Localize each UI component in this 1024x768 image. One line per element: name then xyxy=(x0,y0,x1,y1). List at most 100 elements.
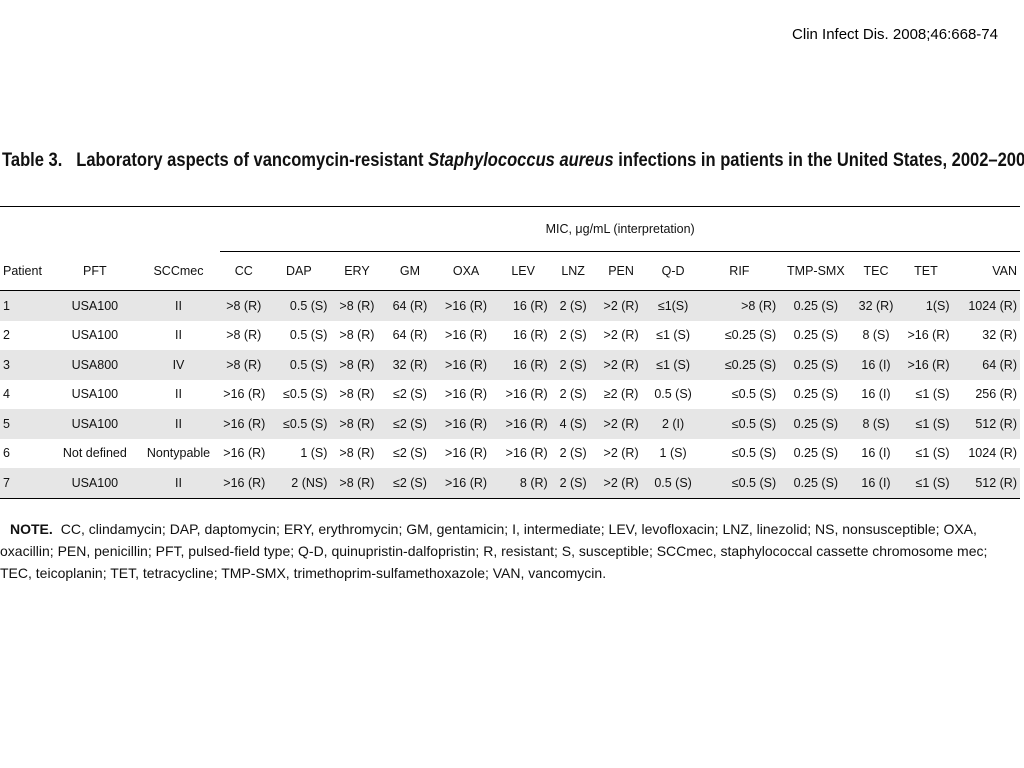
table-cell: USA100 xyxy=(71,328,119,343)
table-cell: 16 (I) xyxy=(852,468,900,499)
table-cell: 2 (S) xyxy=(559,446,587,461)
table-cell: >16 (R) xyxy=(436,290,496,321)
citation: Clin Infect Dis. 2008;46:668-74 xyxy=(792,26,998,43)
table-cell: Nontypable xyxy=(146,446,211,461)
table-cell: ≤2 (S) xyxy=(383,409,437,439)
table-cell: 6 xyxy=(3,446,10,461)
column-header: TMP-SMX xyxy=(779,251,853,291)
table-cell: >16 (R) xyxy=(445,446,488,461)
column-header: OXA xyxy=(436,251,496,291)
table-cell: 8 (S) xyxy=(852,409,900,439)
table-cell: >8 (R) xyxy=(220,350,268,380)
table-label: Table 3. xyxy=(2,150,63,171)
table-cell: >16 (R) xyxy=(907,328,950,343)
table-cell: ≤1 (S) xyxy=(899,468,953,499)
note-label: NOTE. xyxy=(10,521,53,537)
table-cell: 0.5 (S) xyxy=(654,387,692,402)
column-header: LEV xyxy=(495,251,551,291)
table-cell: 1 (S) xyxy=(300,446,328,461)
table-cell: 32 (R) xyxy=(383,350,437,380)
table-cell: 1024 (R) xyxy=(968,446,1017,461)
table-cell: 32 (R) xyxy=(852,290,900,321)
table-cell: >16 (R) xyxy=(220,409,268,439)
table-cell: 1 (S) xyxy=(659,446,687,461)
table-cell: 0.25 (S) xyxy=(793,387,839,402)
table-cell: 0.25 (S) xyxy=(793,328,839,343)
table-cell: 16 (R) xyxy=(512,328,548,343)
table-cell: >8 (R) xyxy=(226,328,262,343)
data-table: MIC, μg/mL (interpretation) Patient PFT SC… xyxy=(0,207,1020,499)
table-cell: 4 (S) xyxy=(550,409,596,439)
table-cell: >16 (R) xyxy=(899,350,953,380)
column-header-row: Patient PFT SCCmec CC DAP ERY GM OXA LEV LNZ PEN Q-… xyxy=(0,251,1020,291)
table-cell: 16 (R) xyxy=(495,290,551,321)
table-row: 4 USA100 II >16 (R) ≤0.5 (S) >8 (R) ≤2 (S) >16 … xyxy=(0,380,1020,410)
table-cell: 64 (R) xyxy=(952,350,1020,380)
table-cell: 512 (R) xyxy=(952,409,1020,439)
table-cell: ≤1 (S) xyxy=(656,328,691,343)
table-cell: USA100 xyxy=(53,290,137,321)
table-cell: 0.5 (S) xyxy=(646,468,700,499)
column-header: PEN xyxy=(595,251,647,291)
table-body: 1 USA100 II >8 (R) 0.5 (S) >8 (R) 64 (R) >16 (R… xyxy=(0,290,1020,499)
table-cell: >16 (R) xyxy=(505,387,548,402)
table-cell: 16 (I) xyxy=(861,446,891,461)
table-cell: USA100 xyxy=(53,409,137,439)
table-cell: 1(S) xyxy=(899,290,953,321)
table-cell: >16 (R) xyxy=(436,468,496,499)
table-cell: II xyxy=(136,290,221,321)
table-cell: 16 (R) xyxy=(495,350,551,380)
table-cell: 2 xyxy=(3,328,10,343)
column-header: SCCmec xyxy=(136,251,221,291)
table-cell: ≤0.5 (S) xyxy=(699,409,780,439)
table-cell: >2 (R) xyxy=(595,290,647,321)
table-cell: IV xyxy=(136,350,221,380)
table-cell: ≤1 (S) xyxy=(915,446,950,461)
table-cell: ≤0.5 (S) xyxy=(283,387,328,402)
column-header: Q-D xyxy=(646,251,700,291)
mic-group-header: MIC, μg/mL (interpretation) xyxy=(220,207,1020,252)
caption-italic-species: Staphylococcus aureus xyxy=(428,150,614,171)
table-cell: ≤1 (S) xyxy=(915,387,950,402)
table-cell: 0.25 (S) xyxy=(779,409,853,439)
table-cell: ≤2 (S) xyxy=(392,387,427,402)
table-top-rule xyxy=(0,206,1020,207)
table-cell: ≥2 (R) xyxy=(603,387,639,402)
note-text: CC, clindamycin; DAP, daptomycin; ERY, e… xyxy=(0,521,988,581)
table-cell: 256 (R) xyxy=(975,387,1017,402)
table-cell: 2 (NS) xyxy=(267,468,331,499)
table-cell: 8 (R) xyxy=(495,468,551,499)
table-cell: >8 (R) xyxy=(699,290,780,321)
table-cell: 0.5 (S) xyxy=(289,328,328,343)
table-cell: 0.5 (S) xyxy=(267,290,331,321)
table-cell: >8 (R) xyxy=(330,468,384,499)
column-header: LNZ xyxy=(550,251,596,291)
table-cell: >2 (R) xyxy=(595,350,647,380)
table-cell: >16 (R) xyxy=(445,387,488,402)
table-cell: 0.25 (S) xyxy=(793,446,839,461)
table-cell: 32 (R) xyxy=(982,328,1017,343)
mic-header-spacer xyxy=(0,207,220,252)
table-cell: 5 xyxy=(0,409,54,439)
table-cell: >2 (R) xyxy=(603,328,639,343)
table-cell: 2 (S) xyxy=(550,468,596,499)
table-cell: >16 (R) xyxy=(505,446,548,461)
table-cell: >8 (R) xyxy=(330,350,384,380)
table-cell: >8 (R) xyxy=(339,387,375,402)
table-cell: ≤2 (S) xyxy=(383,468,437,499)
table-cell: ≤0.25 (S) xyxy=(699,350,780,380)
table-cell: ≤0.25 (S) xyxy=(724,328,777,343)
table-cell: 2 (S) xyxy=(559,328,587,343)
column-header: GM xyxy=(383,251,437,291)
table-cell: USA800 xyxy=(53,350,137,380)
table-cell: >2 (R) xyxy=(595,409,647,439)
column-header: Patient xyxy=(0,251,54,291)
table-cell: 2 (S) xyxy=(550,290,596,321)
table-cell: 4 xyxy=(3,387,10,402)
table-cell: >16 (R) xyxy=(223,387,266,402)
table-cell: 0.25 (S) xyxy=(779,290,853,321)
table-cell: II xyxy=(136,468,221,499)
column-header: PFT xyxy=(53,251,137,291)
column-header: RIF xyxy=(699,251,780,291)
table-cell: 1024 (R) xyxy=(952,290,1020,321)
